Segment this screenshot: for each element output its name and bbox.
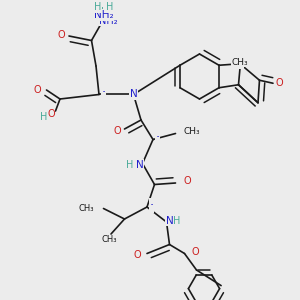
Text: N: N bbox=[136, 160, 143, 170]
Text: ·: · bbox=[155, 131, 160, 145]
Text: N: N bbox=[166, 215, 173, 226]
Text: O: O bbox=[236, 59, 244, 69]
Text: ·: · bbox=[101, 86, 106, 100]
Text: O: O bbox=[192, 247, 200, 257]
Text: H: H bbox=[106, 2, 113, 13]
Text: NH₂: NH₂ bbox=[99, 16, 118, 26]
Text: O: O bbox=[113, 125, 121, 136]
Text: N: N bbox=[130, 89, 137, 100]
Text: O: O bbox=[34, 85, 41, 95]
Text: CH₃: CH₃ bbox=[102, 236, 117, 244]
Text: H: H bbox=[94, 2, 101, 13]
Text: O: O bbox=[134, 250, 141, 260]
Text: O: O bbox=[58, 29, 65, 40]
Text: O: O bbox=[275, 78, 283, 88]
Text: CH₃: CH₃ bbox=[232, 58, 248, 67]
Text: CH₃: CH₃ bbox=[183, 128, 200, 136]
Text: O: O bbox=[47, 109, 55, 119]
Text: H: H bbox=[100, 8, 107, 19]
Text: H: H bbox=[40, 112, 47, 122]
Text: CH₃: CH₃ bbox=[79, 204, 94, 213]
Text: O: O bbox=[183, 176, 190, 187]
Text: H: H bbox=[125, 160, 133, 170]
Text: ·: · bbox=[149, 199, 154, 212]
Text: H: H bbox=[101, 7, 109, 17]
Text: H: H bbox=[173, 215, 181, 226]
Text: NH₂: NH₂ bbox=[94, 10, 113, 20]
